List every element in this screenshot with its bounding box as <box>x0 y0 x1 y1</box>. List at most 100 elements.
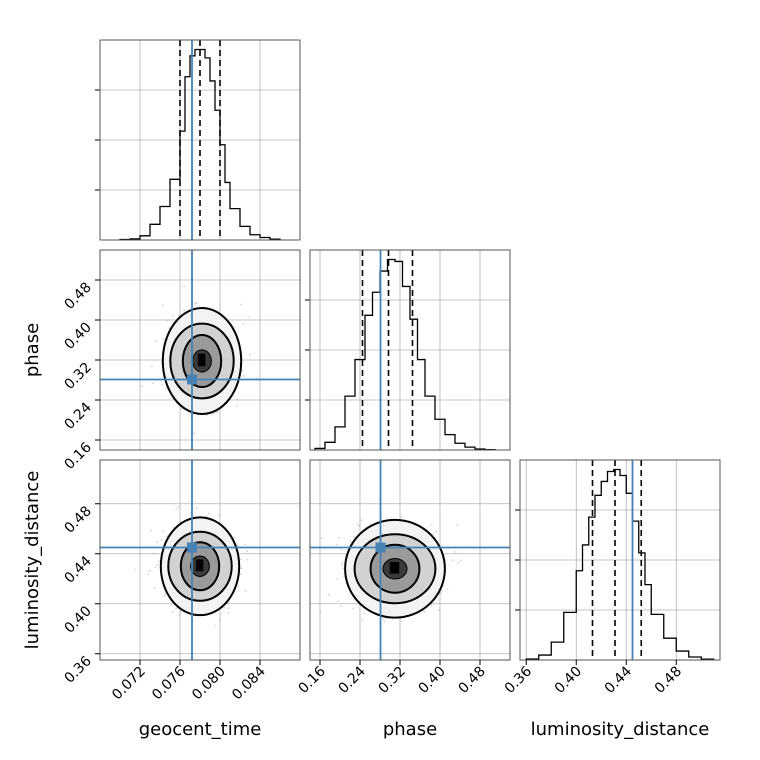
scatter-panel-geocent_time-phase <box>99 249 301 451</box>
sample-point <box>148 570 151 572</box>
x-tick-label: 0.48 <box>455 664 488 697</box>
sample-point <box>240 573 242 575</box>
sample-point <box>236 398 239 401</box>
hist-panel-luminosity_distance <box>515 459 721 661</box>
y-tick-label: 0.48 <box>61 503 94 536</box>
sample-point <box>140 385 143 388</box>
sample-point <box>320 537 323 540</box>
sample-point <box>363 612 365 614</box>
sample-point <box>156 541 158 544</box>
sample-point <box>236 404 238 407</box>
sample-point <box>400 620 403 623</box>
x-tick-label: 0.36 <box>502 663 535 696</box>
sample-point <box>162 338 165 341</box>
sample-point <box>337 600 339 603</box>
x-tick-label: 0.084 <box>229 663 269 703</box>
ylabel-phase: phase <box>22 323 43 377</box>
x-tick-label: 0.48 <box>652 664 685 697</box>
sample-point <box>183 285 186 288</box>
panel-frame <box>519 459 721 661</box>
x-tick-label: 0.32 <box>375 664 408 697</box>
y-tick-label: 0.40 <box>61 603 94 636</box>
sample-point <box>205 515 208 517</box>
sample-point <box>236 544 239 546</box>
sample-point <box>180 408 183 410</box>
y-tick-label: 0.48 <box>61 280 94 313</box>
y-tick-label: 0.40 <box>61 320 94 353</box>
truth-marker <box>375 542 386 553</box>
sample-point <box>180 611 183 613</box>
sample-point <box>214 624 216 627</box>
y-tick-label: 0.16 <box>61 439 94 472</box>
sample-point <box>319 610 322 613</box>
sample-point <box>242 374 245 377</box>
xlabel-luminosity-distance: luminosity_distance <box>531 719 710 740</box>
xlabel-phase: phase <box>383 719 437 740</box>
sample-point <box>150 529 152 532</box>
sample-point <box>194 302 197 304</box>
scatter-panel-phase-luminosity_distance <box>309 459 511 661</box>
sample-point <box>162 530 164 532</box>
sample-point <box>337 536 340 539</box>
sample-point <box>442 585 445 587</box>
sample-point <box>239 558 242 561</box>
sample-point <box>456 523 459 526</box>
sample-point <box>246 550 248 553</box>
sample-point <box>343 575 345 578</box>
sample-point <box>223 606 226 609</box>
sample-point <box>451 559 454 562</box>
hist-step-phase <box>314 258 496 450</box>
sample-point <box>244 543 247 546</box>
sample-point <box>155 340 158 342</box>
sample-point <box>383 618 385 621</box>
ticks-layer: 0.072 0.076 0.080 0.084 0.16 0.24 0.32 0.40 0.48… <box>61 279 685 703</box>
hist-step-geocent_time <box>119 48 281 240</box>
sample-point <box>237 585 240 588</box>
sample-point <box>170 604 172 607</box>
sample-point <box>161 383 164 386</box>
density-peak <box>195 559 204 572</box>
x-tick-label: 0.24 <box>335 663 368 696</box>
scatter-content <box>100 460 300 660</box>
sample-point <box>327 593 330 596</box>
sample-point <box>195 507 198 510</box>
sample-point <box>383 621 386 623</box>
sample-point <box>164 593 167 596</box>
sample-point <box>151 382 154 385</box>
sample-point <box>151 365 153 368</box>
sample-point <box>177 505 179 508</box>
sample-point <box>168 327 171 329</box>
sample-point <box>457 562 459 565</box>
y-tick-label: 0.44 <box>61 553 94 586</box>
sample-point <box>340 564 343 567</box>
sample-point <box>207 512 210 514</box>
sample-point <box>341 561 344 564</box>
sample-point <box>435 530 438 533</box>
sample-point <box>240 303 242 306</box>
sample-point <box>340 605 342 607</box>
panel-frame <box>309 459 511 661</box>
sample-point <box>218 618 221 620</box>
sample-point <box>423 610 426 613</box>
sample-point <box>157 560 160 563</box>
sample-point <box>183 309 186 311</box>
sample-point <box>446 588 449 591</box>
x-tick-label: 0.40 <box>552 664 585 697</box>
hist-step-luminosity_distance <box>525 468 715 660</box>
sample-point <box>340 549 343 551</box>
sample-point <box>166 319 169 322</box>
sample-point <box>440 592 443 594</box>
sample-point <box>400 516 403 518</box>
sample-point <box>227 612 230 614</box>
sample-point <box>171 611 174 613</box>
scatter-panel-geocent_time-luminosity_distance <box>99 459 301 661</box>
panel-frame <box>99 459 301 661</box>
sample-point <box>175 607 178 610</box>
scatter-content <box>100 250 300 450</box>
truth-marker <box>187 374 197 385</box>
sample-point <box>156 563 159 566</box>
sample-point <box>360 519 363 522</box>
sample-point <box>240 567 243 570</box>
x-tick-label: 0.16 <box>295 663 328 696</box>
